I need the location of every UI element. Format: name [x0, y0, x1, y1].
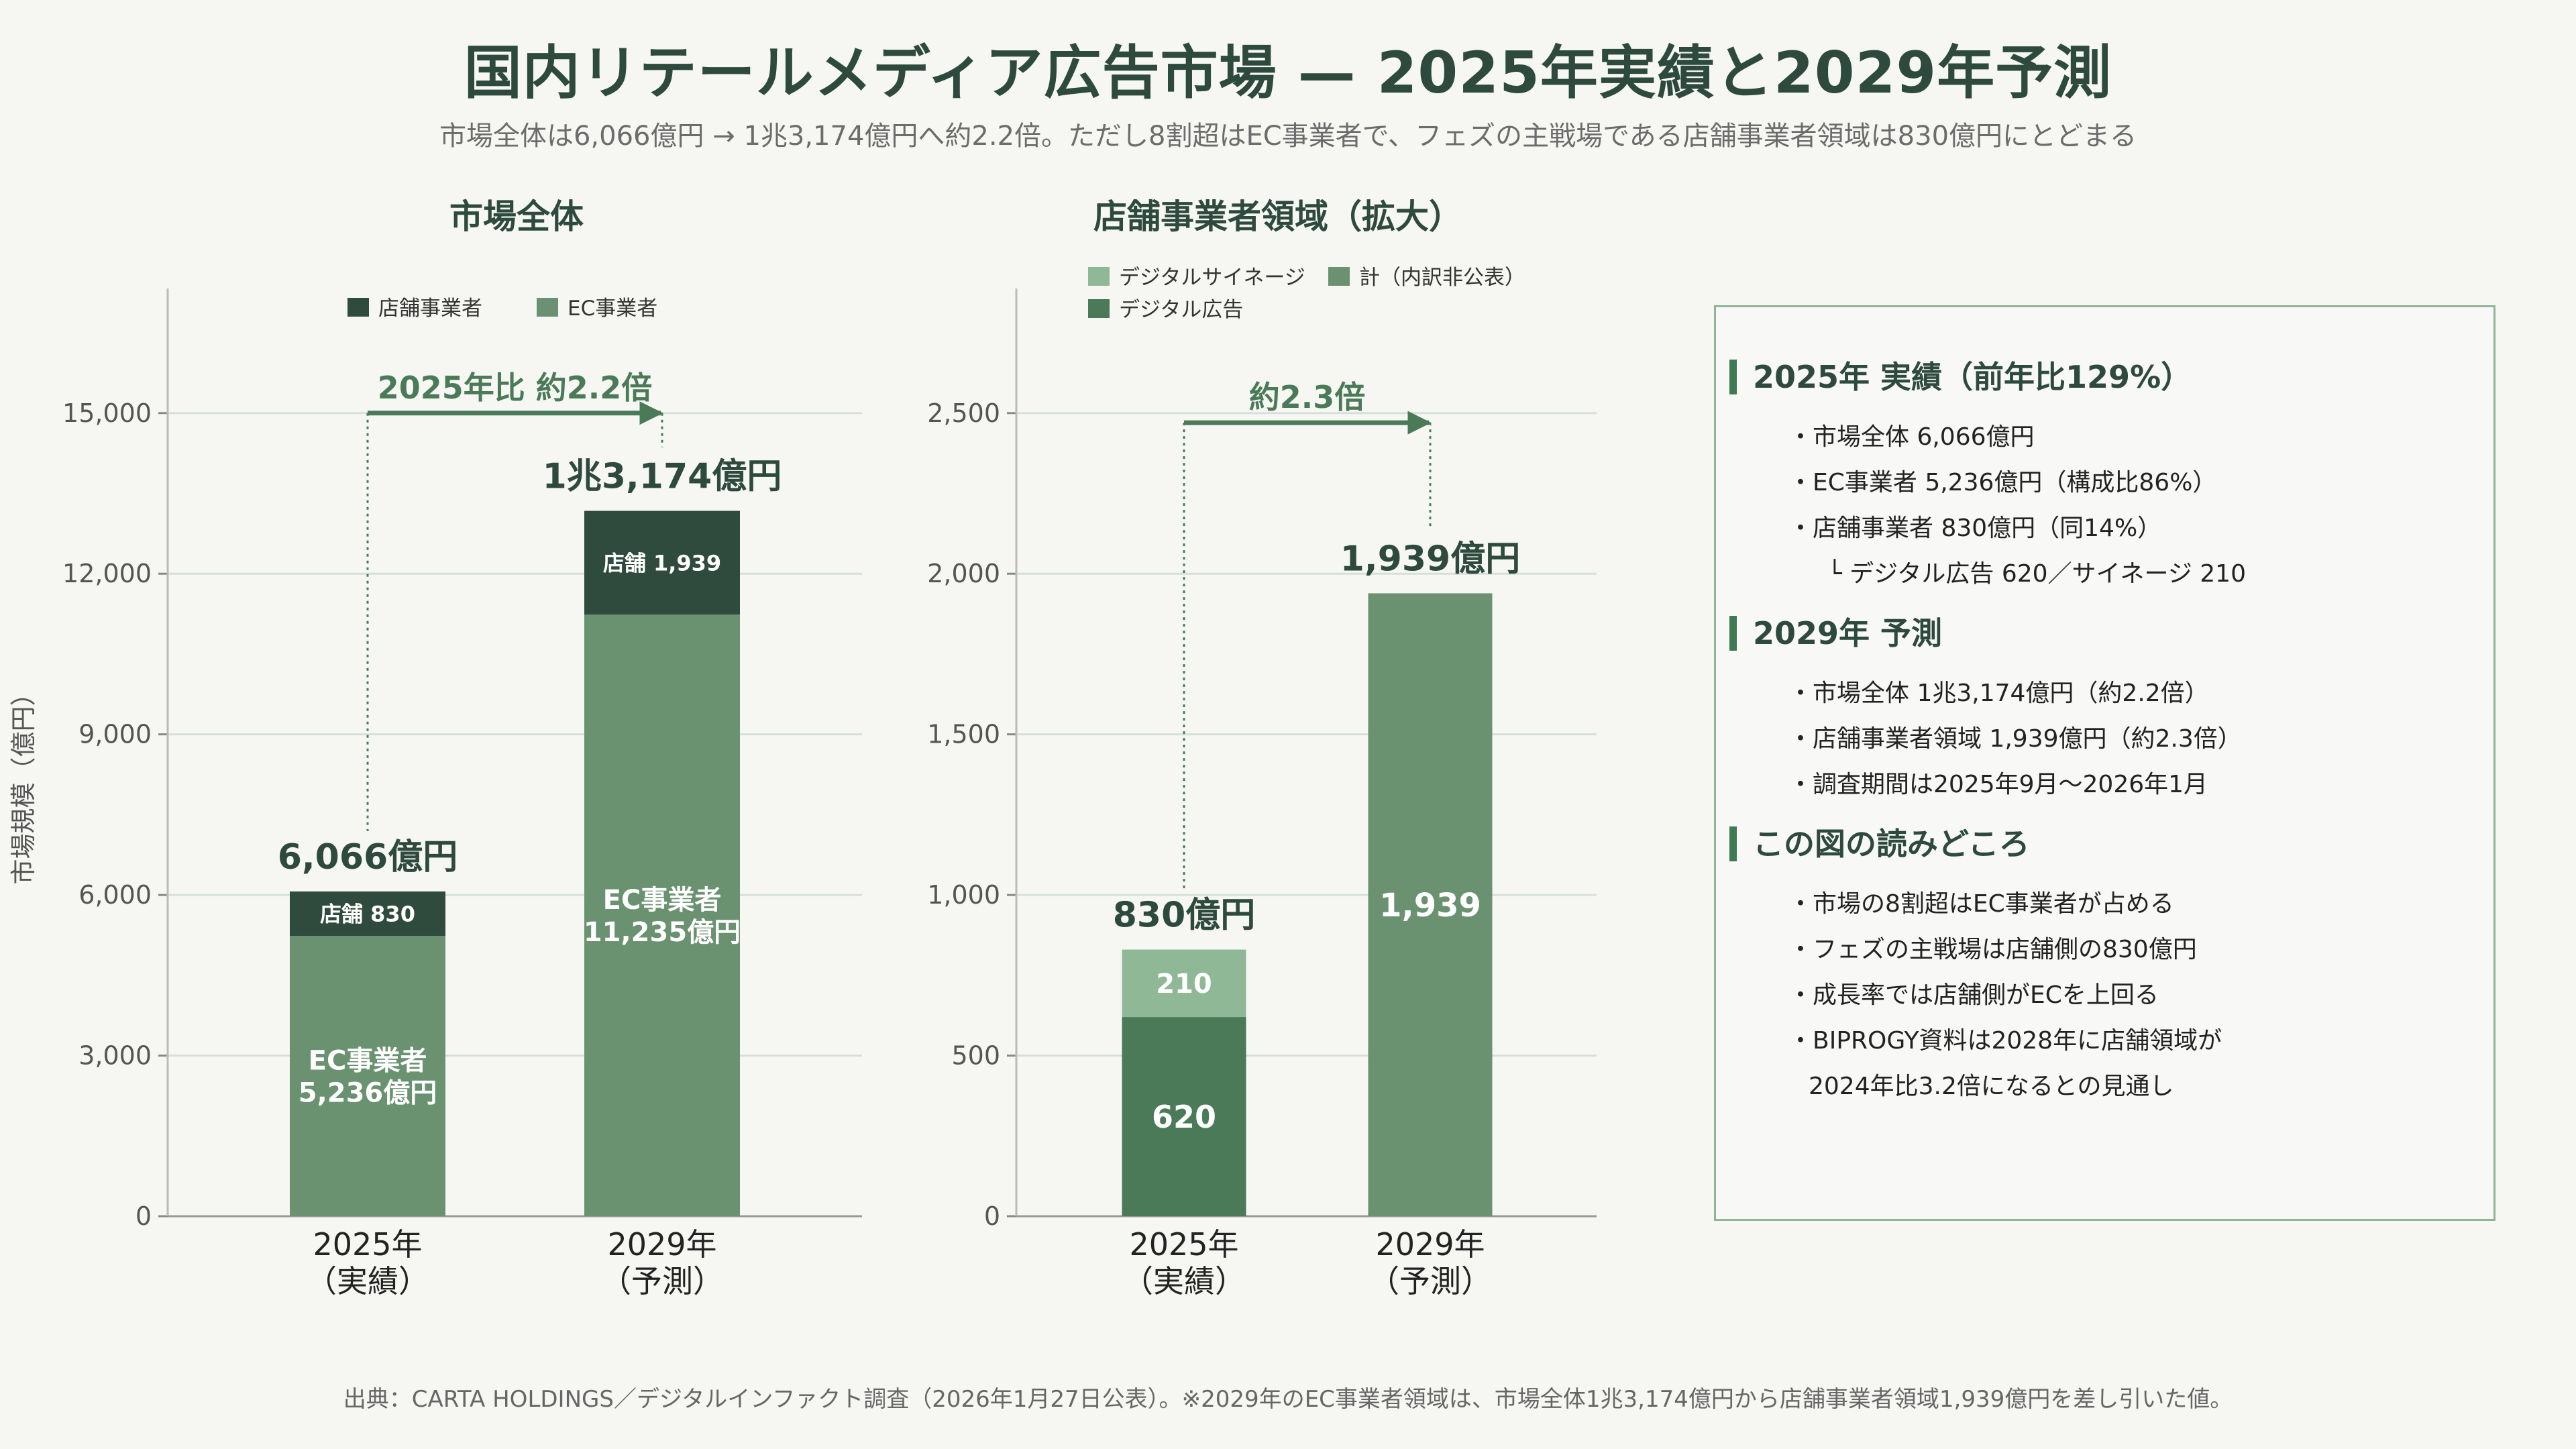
- y-tick-label: 2,500: [927, 398, 1000, 428]
- bar-label: 620: [1152, 1099, 1216, 1135]
- bar-segment: [1122, 949, 1246, 1018]
- bar-segment: [584, 614, 740, 1216]
- growth-annotation: 2025年比 約2.2倍: [378, 370, 653, 406]
- summary-bullet: ・市場全体 6,066億円: [1788, 423, 2035, 451]
- bar-label: EC事業者 11,235億円: [584, 885, 741, 948]
- y-tick-label: 15,000: [62, 398, 152, 428]
- summary-bullet: ・フェズの主戦場は店舗側の830億円: [1788, 936, 2197, 963]
- bar-segment: [290, 891, 445, 936]
- bar-total-label: 6,066億円: [278, 837, 458, 877]
- summary-bullet: ・市場の8割超はEC事業者が占める: [1788, 890, 2174, 918]
- legend-swatch: [1328, 267, 1350, 286]
- chart-title: 店舗事業者領域（拡大）: [1093, 197, 1462, 236]
- summary-bullet: ・店舗事業者領域 1,939億円（約2.3倍）: [1788, 725, 2242, 753]
- bar-segment: [1368, 593, 1493, 1216]
- bar-label: 210: [1156, 969, 1212, 1000]
- legend-swatch: [537, 298, 558, 317]
- chart-title: 市場全体: [449, 197, 584, 236]
- bar-label: EC事業者 5,236億円: [299, 1045, 437, 1108]
- summary-heading: 2025年 実績（前年比129%）: [1729, 360, 2493, 394]
- market-total-chart: 市場全体 0 3,000 6,000 9,000 12,000 15,000 市場規模（億円）…: [9, 197, 862, 1299]
- bar-label: 店舗 1,939: [603, 550, 721, 576]
- y-axis-label: 市場規模（億円）: [9, 680, 38, 884]
- legend-label: EC事業者: [568, 297, 657, 321]
- bar-segment: [290, 936, 445, 1216]
- bar-segment: [584, 511, 740, 615]
- y-tick-label: 3,000: [78, 1041, 152, 1071]
- bar-total-label: 830億円: [1113, 896, 1256, 936]
- summary-bullet: ・成長率では店舗側がECを上回る: [1788, 981, 2159, 1009]
- summary-heading: 2029年 予測: [1729, 616, 2493, 651]
- legend-label: デジタル広告: [1119, 298, 1243, 322]
- summary-heading: この図の読みどころ: [1729, 826, 2493, 861]
- bar-label: 店舗 830: [320, 901, 415, 926]
- x-tick-label: 2025年（実績）: [306, 1226, 429, 1299]
- legend-swatch: [1088, 299, 1110, 318]
- legend-swatch: [347, 298, 369, 317]
- summary-section: 2025年 実績（前年比129%） ・市場全体 6,066億円・EC事業者 5,2…: [1729, 360, 2493, 597]
- bar-total-label: 1兆3,174億円: [543, 457, 782, 497]
- legend-swatch: [1088, 267, 1110, 286]
- bar-segment: [1122, 1017, 1246, 1216]
- legend-label: 店舗事業者: [378, 297, 482, 321]
- y-tick-label: 6,000: [78, 880, 152, 910]
- y-tick-label: 0: [984, 1201, 1000, 1231]
- y-tick-label: 1,500: [927, 720, 1000, 749]
- y-tick-label: 1,000: [927, 880, 1000, 910]
- legend-label: 計（内訳非公表）: [1359, 266, 1525, 290]
- x-tick-label: 2029年（予測）: [600, 1226, 724, 1299]
- y-tick-label: 12,000: [62, 559, 152, 588]
- growth-annotation: 約2.3倍: [1249, 379, 1366, 415]
- y-tick-label: 9,000: [78, 720, 152, 749]
- summary-section: 2029年 予測・市場全体 1兆3,174億円（約2.2倍） ・店舗事業者領域 1…: [1729, 616, 2493, 808]
- summary-bullet: ・調査期間は2025年9月〜2026年1月: [1788, 771, 2208, 798]
- store-segment-chart: 店舗事業者領域（拡大） 0 500 1,000 1,500 2,000 2,500 デジタルサ…: [927, 197, 1597, 1299]
- summary-bullet: ・市場全体 1兆3,174億円（約2.2倍）: [1788, 680, 2209, 707]
- bar-label: 1,939: [1379, 887, 1481, 924]
- page-title: 国内リテールメディア広告市場 — 2025年実績と2029年予測: [464, 40, 2112, 107]
- y-tick-label: 500: [951, 1041, 1000, 1071]
- summary-bullet: 2024年比3.2倍になるとの見通し: [1809, 1073, 2174, 1100]
- y-tick-label: 2,000: [927, 559, 1000, 588]
- bar-total-label: 1,939億円: [1340, 539, 1520, 579]
- page-subtitle: 市場全体は6,066億円 → 1兆3,174億円へ約2.2倍。ただし8割超はEC…: [439, 121, 2137, 152]
- summary-bullet: ・EC事業者 5,236億円（構成比86%）: [1788, 469, 2217, 496]
- summary-panel: 2025年 実績（前年比129%） ・市場全体 6,066億円・EC事業者 5,2…: [1714, 305, 2496, 1221]
- summary-bullet: ・BIPROGY資料は2028年に店舗領域が: [1788, 1027, 2222, 1055]
- summary-bullet: ・店舗事業者 830億円（同14%）: [1788, 515, 2162, 542]
- y-tick-label: 0: [136, 1201, 152, 1231]
- summary-section: この図の読みどころ・市場の8割超はEC事業者が占める ・フェズの主戦場は店舗側の8…: [1729, 826, 2493, 1110]
- source-note: 出典：CARTA HOLDINGS／デジタルインファクト調査（2026年1月27…: [343, 1386, 2233, 1413]
- x-tick-label: 2029年（予測）: [1368, 1226, 1492, 1299]
- summary-bullet: └ デジタル広告 620／サイネージ 210: [1827, 560, 2246, 588]
- legend-label: デジタルサイネージ: [1119, 266, 1305, 290]
- x-tick-label: 2025年（実績）: [1122, 1226, 1246, 1299]
